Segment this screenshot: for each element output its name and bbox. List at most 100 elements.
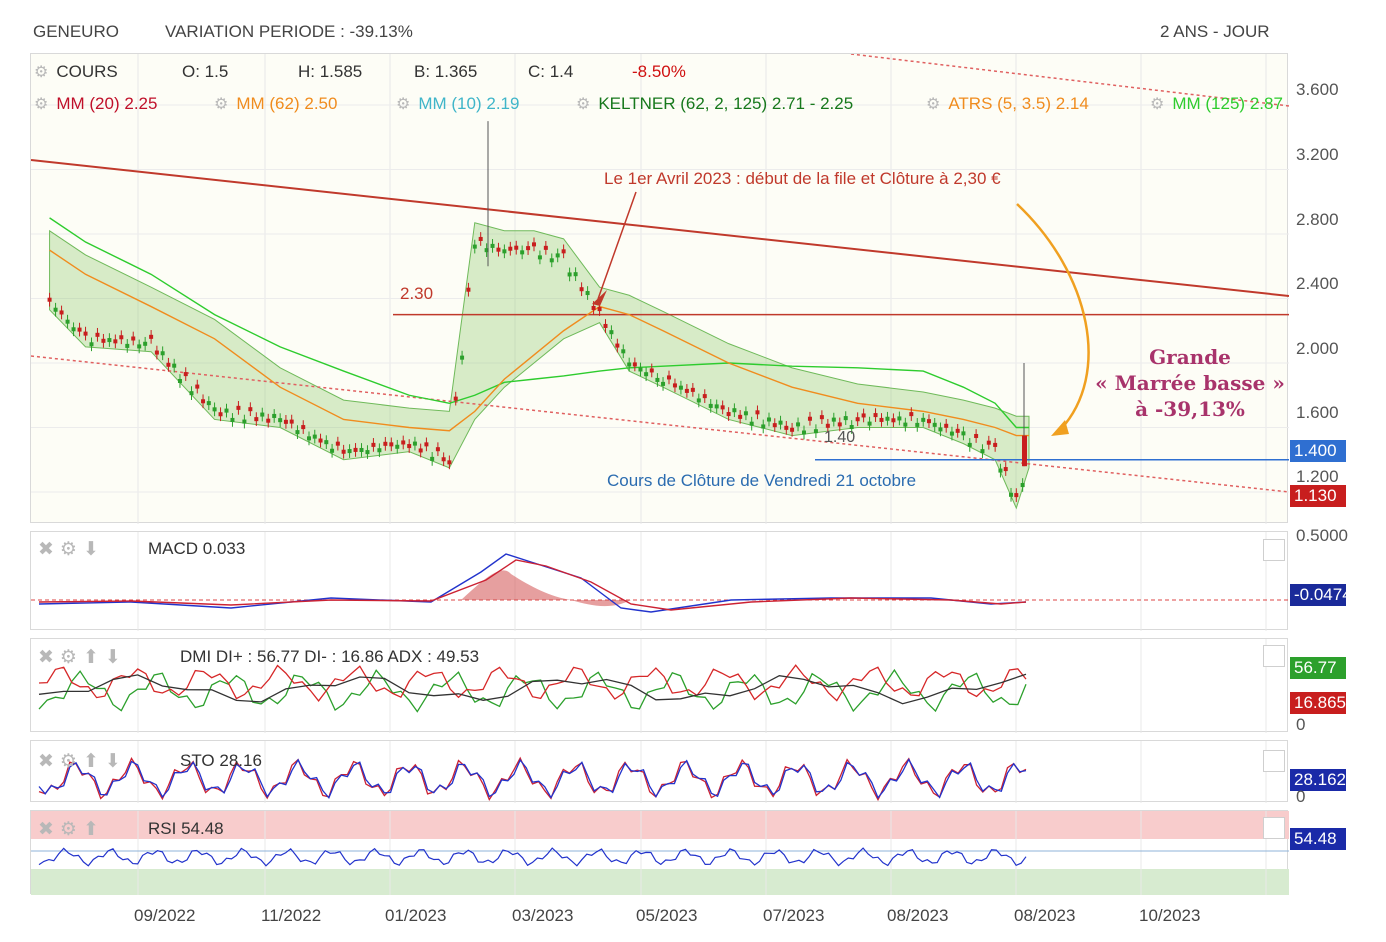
candle-body <box>644 372 649 377</box>
gear-icon[interactable]: ⚙ <box>926 96 941 113</box>
candle-body <box>597 307 602 312</box>
candle-body <box>230 417 235 422</box>
period-selector[interactable]: 2 ANS - JOUR <box>1160 22 1270 41</box>
candle-body <box>615 343 620 348</box>
candle-body <box>189 391 194 396</box>
close-icon[interactable]: ✖ <box>38 819 60 840</box>
candle-body <box>903 422 908 427</box>
dmi-label: DMI <box>180 647 212 666</box>
candle-body <box>909 412 914 417</box>
arrow-down-icon[interactable]: ⬇ <box>82 539 105 560</box>
candle-body <box>77 327 82 332</box>
dmi-axis-zero: 0 <box>1296 715 1306 734</box>
gear-icon[interactable]: ⚙ <box>59 819 83 840</box>
mm62-label: MM (62) <box>236 94 300 113</box>
candle-body <box>453 396 458 401</box>
arrow-down-icon[interactable]: ⬇ <box>104 751 127 772</box>
support-trendline <box>31 355 1289 493</box>
upper-channel-line <box>850 54 1289 107</box>
gear-icon[interactable]: ⚙ <box>59 751 83 772</box>
candle-body <box>236 405 241 410</box>
candle-body <box>1020 483 1025 488</box>
rsi-checkbox[interactable] <box>1263 817 1285 839</box>
close-icon[interactable]: ✖ <box>38 751 60 772</box>
candle-body <box>472 244 477 249</box>
arrow-up-icon[interactable]: ⬆ <box>82 819 105 840</box>
candle-body <box>585 291 590 296</box>
candle-body <box>897 416 902 421</box>
candle-body <box>555 253 560 258</box>
candle-body <box>418 448 423 453</box>
candle-body <box>195 384 200 389</box>
candle-body <box>324 440 329 445</box>
candle-body <box>508 246 513 251</box>
atrs-label: ATRS (5, 3.5) <box>948 94 1051 113</box>
close-icon[interactable]: ✖ <box>38 647 60 668</box>
low-value: B: 1.365 <box>414 62 478 81</box>
candle-body <box>101 338 106 343</box>
candle-body <box>335 441 340 446</box>
arrow-up-icon[interactable]: ⬆ <box>82 647 105 668</box>
sto-tag: 28.162 <box>1290 769 1346 791</box>
candle-body <box>591 305 596 310</box>
low-price-tag: 1.130 <box>1290 485 1346 507</box>
candle-body <box>831 417 836 422</box>
candle-body <box>708 403 713 408</box>
gear-icon[interactable]: ⚙ <box>59 539 83 560</box>
candle-body <box>83 331 88 336</box>
gear-icon[interactable]: ⚙ <box>34 64 49 81</box>
candle-body <box>307 436 311 441</box>
candle-body <box>998 468 1003 473</box>
candle-body <box>206 401 211 406</box>
candle-body <box>383 441 388 446</box>
candle-body <box>855 417 860 422</box>
dmi-value: DI+ : 56.77 DI- : 16.86 ADX : 49.53 <box>215 647 480 666</box>
candle-body <box>377 448 382 453</box>
gear-icon[interactable]: ⚙ <box>214 96 229 113</box>
gear-icon[interactable]: ⚙ <box>576 96 591 113</box>
candle-body <box>248 407 253 412</box>
rsi-panel <box>30 810 1289 895</box>
candle-body <box>154 350 159 355</box>
candle-body <box>885 416 890 421</box>
candle-body <box>767 417 771 422</box>
candle-body <box>137 344 142 349</box>
dmi-checkbox[interactable] <box>1263 645 1285 667</box>
candle-body <box>401 440 406 445</box>
candle-body <box>720 405 725 410</box>
open-value: O: 1.5 <box>182 62 229 81</box>
candle-body <box>579 287 584 292</box>
sto-line <box>38 758 1027 800</box>
candle-body <box>632 362 637 367</box>
sto-label: STO <box>180 751 215 770</box>
macd-checkbox[interactable] <box>1263 539 1285 561</box>
macd-panel <box>30 531 1289 631</box>
close-icon[interactable]: ✖ <box>38 539 60 560</box>
gear-icon[interactable]: ⚙ <box>34 96 49 113</box>
arrow-down-icon[interactable]: ⬇ <box>104 647 127 668</box>
arrow-up-icon[interactable]: ⬆ <box>82 751 105 772</box>
candle-body <box>749 421 754 426</box>
macd-signal-line <box>38 559 1027 611</box>
gear-icon[interactable]: ⚙ <box>59 647 83 668</box>
candle-body <box>526 246 531 251</box>
candle-body <box>435 447 440 452</box>
candle-body <box>490 243 495 248</box>
big-annotation: Grande « Marrée basse » à -39,13% <box>1090 344 1290 422</box>
candle-body <box>177 378 182 384</box>
candle-body <box>843 416 848 421</box>
dmi-minus-tag: 16.865 <box>1290 692 1346 714</box>
candle-body <box>365 450 370 455</box>
candle-body <box>53 307 58 312</box>
candle-body <box>609 330 614 335</box>
candle-body <box>301 425 306 430</box>
candle-body <box>254 417 259 422</box>
gear-icon[interactable]: ⚙ <box>1150 96 1165 113</box>
sto-checkbox[interactable] <box>1263 750 1285 772</box>
candle-body <box>71 327 76 332</box>
adx-line <box>38 673 1027 705</box>
candle-body <box>549 258 554 263</box>
gear-icon[interactable]: ⚙ <box>396 96 411 113</box>
candle-body <box>412 441 417 446</box>
keltner-band <box>49 222 1030 510</box>
